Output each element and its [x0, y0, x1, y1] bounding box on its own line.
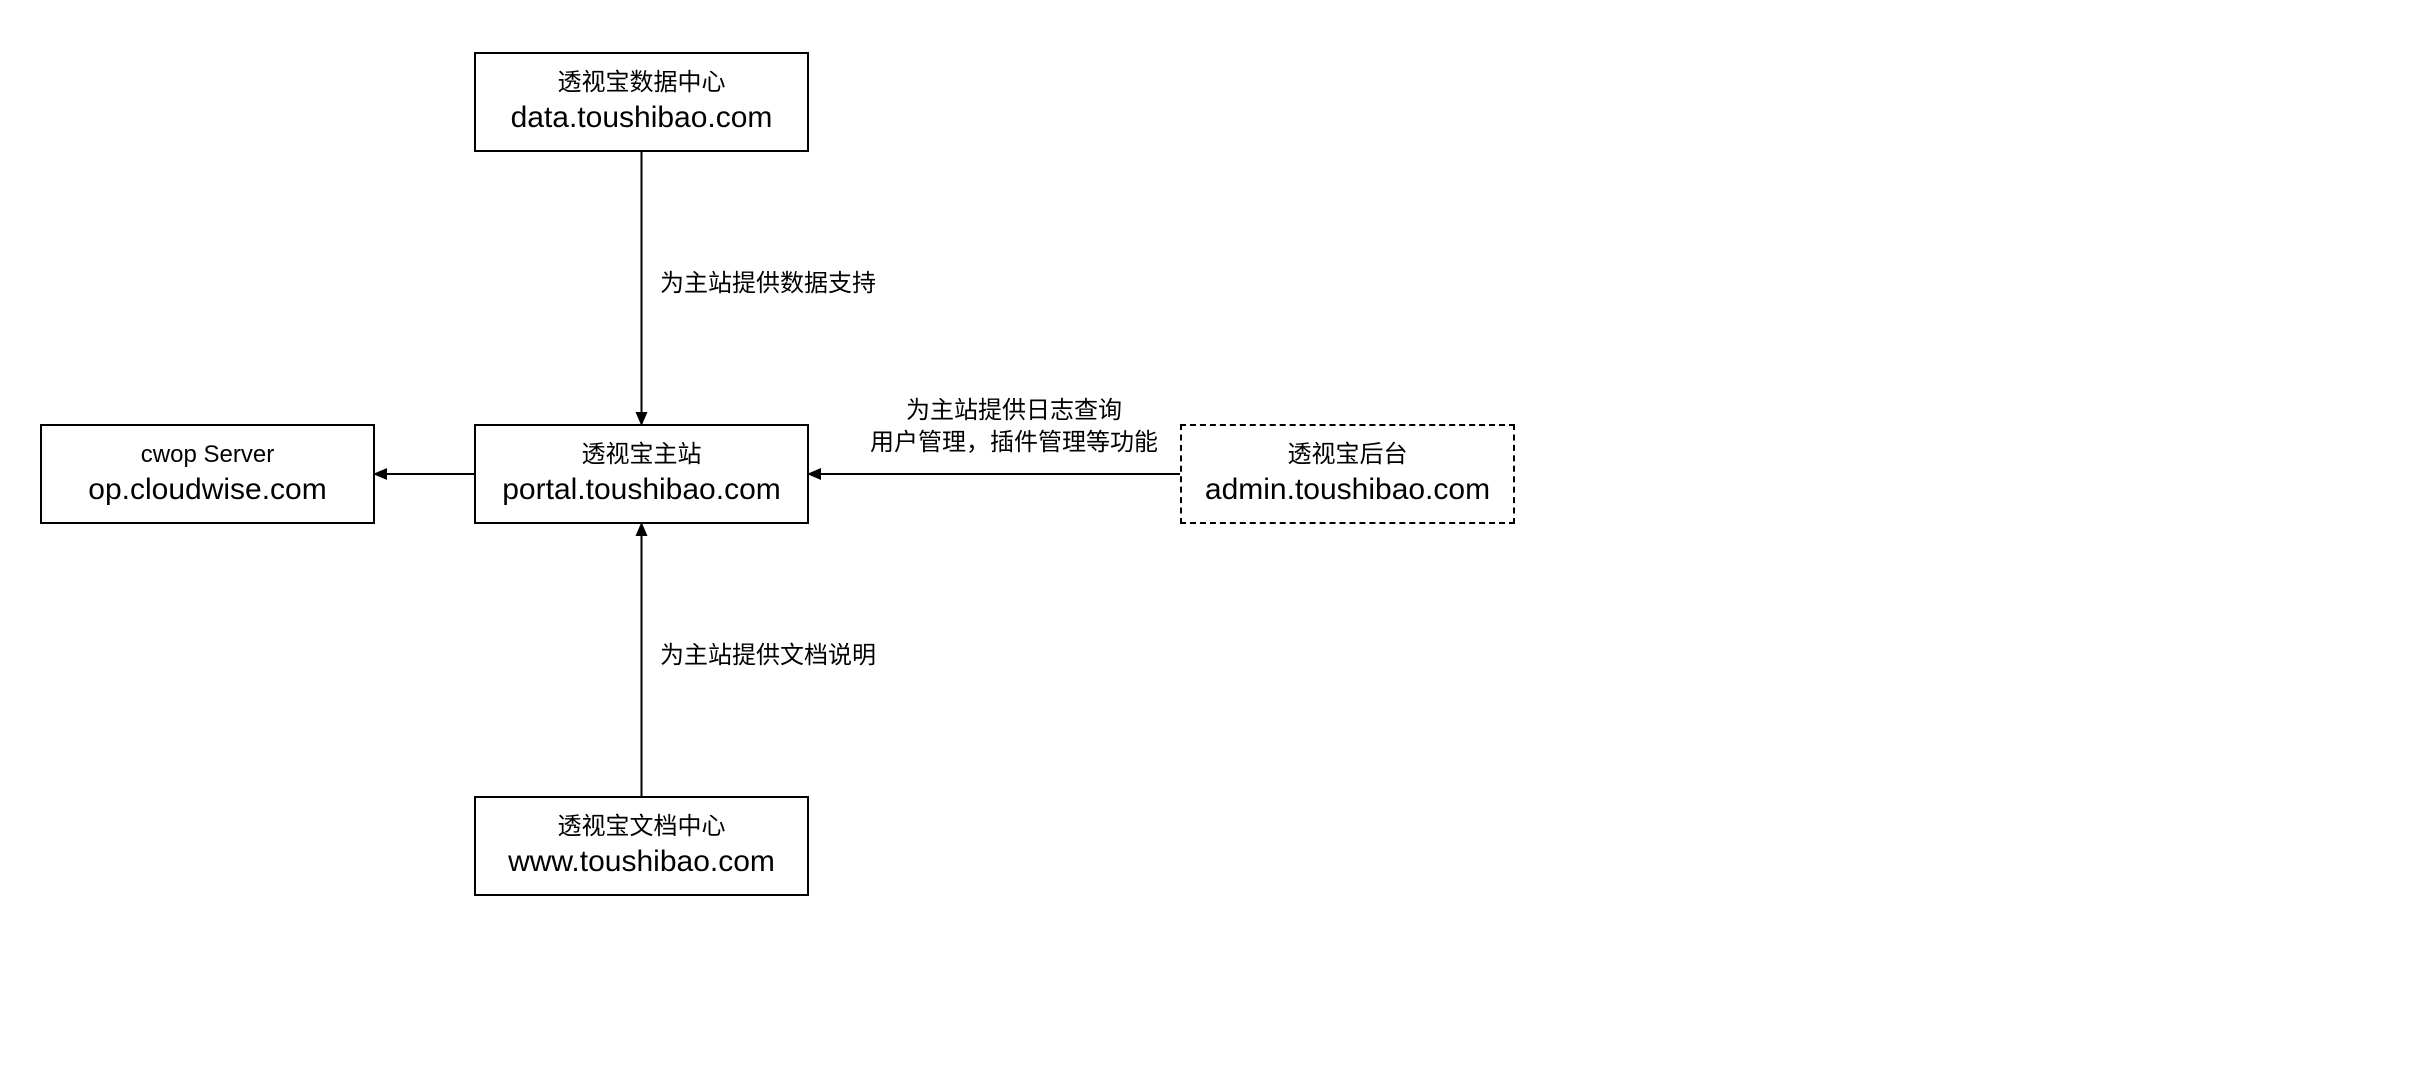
node-admin: 透视宝后台 admin.toushibao.com	[1180, 424, 1515, 524]
node-portal-sub: portal.toushibao.com	[502, 470, 781, 509]
node-admin-title: 透视宝后台	[1288, 439, 1408, 470]
node-admin-sub: admin.toushibao.com	[1205, 470, 1490, 509]
node-cwop-sub: op.cloudwise.com	[88, 470, 326, 509]
node-docs-sub: www.toushibao.com	[508, 842, 775, 881]
node-cwop-title: cwop Server	[141, 439, 274, 470]
edge-label-docs-to-portal: 为主站提供文档说明	[660, 640, 876, 672]
node-data-center-sub: data.toushibao.com	[511, 98, 773, 137]
diagram-canvas: 透视宝数据中心 data.toushibao.com 透视宝主站 portal.…	[0, 0, 2422, 1086]
node-docs-title: 透视宝文档中心	[558, 811, 726, 842]
node-data-center-title: 透视宝数据中心	[558, 67, 726, 98]
node-docs: 透视宝文档中心 www.toushibao.com	[474, 796, 809, 896]
node-data-center: 透视宝数据中心 data.toushibao.com	[474, 52, 809, 152]
node-cwop: cwop Server op.cloudwise.com	[40, 424, 375, 524]
edge-label-data-to-portal: 为主站提供数据支持	[660, 268, 876, 300]
node-portal: 透视宝主站 portal.toushibao.com	[474, 424, 809, 524]
edge-label-admin-to-portal: 为主站提供日志查询 用户管理，插件管理等功能	[870, 395, 1158, 460]
node-portal-title: 透视宝主站	[582, 439, 702, 470]
edges-layer	[0, 0, 2422, 1086]
